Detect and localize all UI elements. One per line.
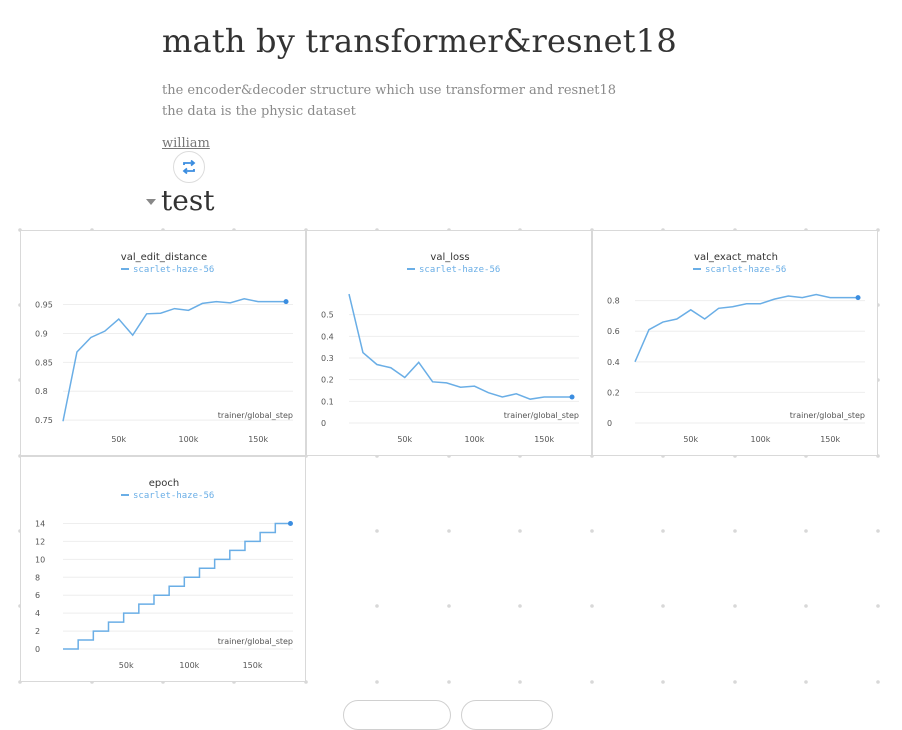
- x-axis-label: trainer/global_step: [504, 411, 579, 420]
- y-tick-label: 14: [35, 519, 45, 528]
- chart-val-loss: val_loss scarlet-haze-56 0 0.1 0.2 0.3 0.4 0.5 5…: [321, 252, 579, 444]
- chart-title: val_edit_distance: [121, 252, 207, 263]
- y-tick-label: 0.8: [35, 387, 48, 396]
- last-point-marker: [569, 394, 575, 400]
- x-tick-label: 150k: [534, 435, 554, 444]
- chart-panel-val-loss[interactable]: val_loss scarlet-haze-56 0 0.1 0.2 0.3 0.4 0.5 5…: [306, 230, 592, 456]
- x-tick-label: 50k: [111, 435, 126, 444]
- bottom-action-button[interactable]: [343, 700, 451, 730]
- report-title: math by transformer&resnet18: [162, 22, 677, 60]
- y-tick-label: 8: [35, 573, 40, 582]
- chart-panel-val-edit-distance[interactable]: val_edit_distance scarlet-haze-56 0.75 0.8 0…: [20, 230, 306, 456]
- last-point-marker: [283, 299, 289, 305]
- x-tick-label: 50k: [397, 435, 412, 444]
- x-tick-label: 100k: [179, 661, 199, 670]
- y-tick-label: 0.8: [607, 297, 620, 306]
- x-axis-label: trainer/global_step: [218, 411, 293, 420]
- series-line[interactable]: [62, 298, 287, 422]
- x-tick-label: 150k: [820, 435, 840, 444]
- y-tick-label: 0: [321, 419, 326, 428]
- y-tick-label: 0.85: [35, 358, 53, 367]
- y-tick-label: 0.9: [35, 329, 48, 338]
- series-line[interactable]: [63, 522, 291, 650]
- y-tick-label: 12: [35, 537, 45, 546]
- y-tick-label: 0.6: [607, 327, 620, 336]
- x-tick-label: 50k: [683, 435, 698, 444]
- last-point-marker: [855, 295, 861, 301]
- y-tick-label: 0.5: [321, 311, 334, 320]
- y-tick-label: 0.4: [607, 358, 620, 367]
- chart-title: val_exact_match: [694, 252, 778, 263]
- y-tick-label: 2: [35, 627, 40, 636]
- report-description: the encoder&decoder structure which use …: [162, 80, 616, 122]
- chart-title: val_loss: [430, 252, 469, 263]
- legend-entry[interactable]: scarlet-haze-56: [693, 265, 786, 275]
- chart-val-exact-match: val_exact_match scarlet-haze-56 0 0.2 0.4 0.6…: [607, 252, 865, 444]
- chart-title: epoch: [149, 478, 179, 489]
- x-tick-label: 150k: [248, 435, 268, 444]
- x-axis-label: trainer/global_step: [218, 637, 293, 646]
- bottom-action-button[interactable]: [461, 700, 553, 730]
- y-tick-label: 10: [35, 555, 45, 564]
- y-tick-label: 0.2: [607, 388, 620, 397]
- y-tick-label: 0.95: [35, 301, 53, 310]
- description-line: the data is the physic dataset: [162, 104, 356, 119]
- legend-label: scarlet-haze-56: [419, 265, 500, 275]
- chart-val-edit-distance: val_edit_distance scarlet-haze-56 0.75 0.8 0…: [35, 252, 293, 444]
- y-tick-label: 0: [35, 645, 40, 654]
- legend-entry[interactable]: scarlet-haze-56: [121, 265, 214, 275]
- legend-entry[interactable]: scarlet-haze-56: [121, 491, 214, 501]
- legend-label: scarlet-haze-56: [133, 265, 214, 275]
- chart-panel-epoch[interactable]: epoch scarlet-haze-56 0 2 4 6 8 10 12 14 50k 100k 15…: [20, 456, 306, 682]
- y-tick-label: 6: [35, 591, 40, 600]
- x-tick-label: 100k: [179, 435, 199, 444]
- chart-panel-val-exact-match[interactable]: val_exact_match scarlet-haze-56 0 0.2 0.4 0.6…: [592, 230, 878, 456]
- y-tick-label: 0: [607, 419, 612, 428]
- description-line: the encoder&decoder structure which use …: [162, 83, 617, 98]
- x-tick-label: 100k: [465, 435, 485, 444]
- legend-label: scarlet-haze-56: [133, 491, 214, 501]
- series-line[interactable]: [634, 293, 859, 363]
- series-line[interactable]: [348, 293, 573, 400]
- section-header[interactable]: test: [146, 184, 214, 217]
- x-tick-label: 50k: [119, 661, 134, 670]
- y-tick-label: 4: [35, 609, 40, 618]
- section-title: test: [161, 184, 215, 217]
- legend-label: scarlet-haze-56: [705, 265, 786, 275]
- chart-epoch: epoch scarlet-haze-56 0 2 4 6 8 10 12 14 50k 100k 15…: [35, 478, 293, 670]
- y-tick-label: 0.4: [321, 332, 334, 341]
- y-tick-label: 0.3: [321, 354, 334, 363]
- legend-entry[interactable]: scarlet-haze-56: [407, 265, 500, 275]
- x-tick-label: 150k: [243, 661, 263, 670]
- x-axis-label: trainer/global_step: [790, 411, 865, 420]
- y-tick-label: 0.2: [321, 376, 334, 385]
- x-tick-label: 100k: [751, 435, 771, 444]
- sync-arrows-icon: [182, 160, 196, 174]
- y-tick-label: 0.75: [35, 416, 53, 425]
- caret-down-icon[interactable]: [146, 198, 156, 205]
- last-point-marker: [287, 520, 293, 526]
- author-link[interactable]: william: [162, 136, 210, 151]
- y-tick-label: 0.1: [321, 397, 334, 406]
- sync-button[interactable]: [173, 151, 205, 183]
